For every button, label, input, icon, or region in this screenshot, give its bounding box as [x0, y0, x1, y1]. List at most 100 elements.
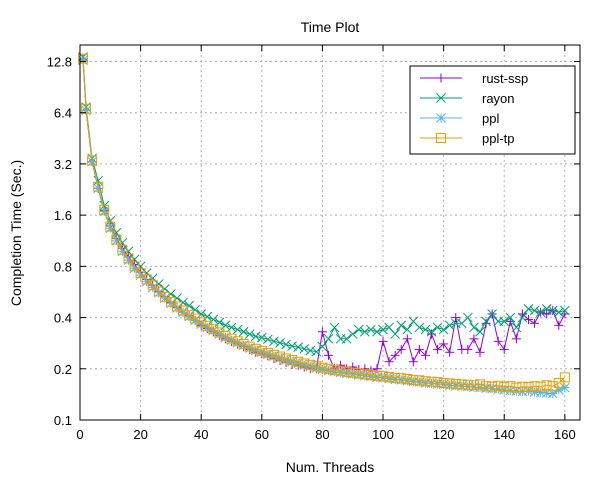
data-point-ppl-tp: [450, 378, 461, 389]
data-point-ppl-tp: [475, 379, 485, 390]
data-point-ppl-tp: [78, 53, 89, 64]
legend-marker: [436, 73, 446, 83]
data-point-ppl-tp: [184, 309, 195, 320]
data-point-rust-ssp: [427, 329, 437, 339]
marker-stroke: [426, 376, 437, 387]
marker-stroke: [396, 373, 407, 384]
data-point-rayon: [202, 311, 213, 322]
data-point-rayon: [559, 305, 570, 316]
data-point-rayon: [432, 322, 443, 333]
marker-stroke: [250, 343, 261, 354]
marker-stroke: [541, 380, 552, 391]
data-point-ppl-tp: [311, 361, 322, 372]
data-point-ppl-tp: [287, 355, 298, 366]
marker-stroke: [402, 374, 413, 385]
marker-stroke: [559, 372, 570, 383]
marker-stroke: [202, 311, 213, 322]
marker-stroke: [244, 341, 255, 352]
data-point-ppl-tp: [123, 253, 134, 264]
data-point-ppl-tp: [456, 379, 467, 390]
marker-stroke: [390, 372, 401, 383]
marker-stroke: [547, 305, 558, 316]
x-tick-label: 140: [493, 427, 515, 442]
marker-stroke: [93, 175, 104, 186]
marker-stroke: [226, 322, 237, 333]
data-point-rayon: [293, 342, 304, 353]
marker-stroke: [323, 363, 334, 374]
legend-item-rust-ssp: rust-ssp: [420, 71, 528, 86]
data-point-ppl: [147, 282, 158, 293]
data-point-rayon: [359, 326, 370, 337]
data-point-rayon: [553, 307, 564, 318]
marker-stroke: [208, 324, 219, 335]
data-point-rayon: [396, 320, 407, 331]
marker-stroke: [436, 113, 446, 123]
data-point-ppl-tp: [438, 377, 449, 388]
marker-stroke: [93, 181, 104, 192]
data-point-ppl-tp: [517, 381, 528, 392]
marker-stroke: [256, 345, 267, 356]
data-point-rayon: [323, 333, 334, 344]
axes: 0 20 40 60 80 100 120 140 160 0.1 0.2 0.4 0.8 1.6 3.2 6…: [47, 45, 580, 442]
marker-stroke: [559, 382, 570, 393]
data-point-ppl-tp: [93, 181, 104, 192]
data-point-rayon: [420, 324, 431, 335]
marker-stroke: [208, 314, 219, 325]
marker-stroke: [341, 366, 352, 377]
marker-stroke: [317, 362, 328, 373]
data-point-rust-ssp: [481, 318, 491, 328]
marker-stroke: [159, 291, 170, 302]
data-point-ppl-tp: [329, 364, 340, 375]
data-point-ppl-tp: [390, 372, 401, 383]
legend-marker: [436, 133, 446, 143]
data-point-rayon: [529, 305, 540, 316]
data-point-ppl-tp: [281, 353, 292, 364]
x-tick-label: 160: [554, 427, 576, 442]
marker-stroke: [78, 53, 89, 64]
marker-stroke: [402, 324, 413, 335]
data-point-rayon: [263, 334, 273, 345]
marker-stroke: [190, 304, 201, 315]
data-point-rayon: [541, 304, 552, 314]
marker-stroke: [438, 377, 449, 388]
marker-stroke: [359, 326, 370, 337]
data-point-ppl-tp: [468, 380, 479, 391]
marker-stroke: [475, 379, 485, 390]
data-point-ppl-tp: [426, 376, 437, 387]
data-point-rayon: [372, 326, 382, 337]
marker-stroke: [436, 133, 446, 143]
data-point-rust-ssp: [451, 313, 461, 323]
x-tick-label: 60: [255, 427, 269, 442]
data-point-ppl-tp: [238, 338, 249, 349]
marker-stroke: [523, 304, 534, 314]
data-point-ppl-tp: [305, 359, 316, 370]
marker-stroke: [123, 253, 134, 264]
legend-item-rayon: rayon: [420, 91, 515, 106]
data-point-rayon: [317, 341, 328, 352]
data-point-ppl-tp: [493, 380, 504, 391]
marker-stroke: [541, 304, 552, 314]
data-point-rayon: [487, 309, 497, 319]
plot-frame: [79, 44, 581, 421]
marker-stroke: [87, 155, 98, 166]
data-point-rust-ssp: [469, 334, 479, 344]
data-point-ppl-tp: [299, 358, 310, 369]
data-point-ppl-tp: [462, 379, 473, 390]
data-point-rayon: [499, 316, 510, 327]
data-point-ppl-tp: [384, 371, 395, 382]
data-point-ppl-tp: [129, 261, 140, 272]
marker-stroke: [317, 341, 328, 352]
data-point-rayon: [414, 322, 425, 333]
data-point-ppl-tp: [159, 291, 170, 302]
data-point-ppl-tp: [135, 268, 146, 279]
data-point-ppl-tp: [202, 320, 213, 331]
data-point-ppl-tp: [293, 356, 304, 367]
legend-label: ppl: [482, 111, 499, 126]
marker-stroke: [184, 309, 195, 320]
marker-stroke: [420, 324, 431, 335]
marker-stroke: [553, 377, 564, 388]
data-point-ppl-tp: [481, 381, 492, 392]
data-point-rayon: [402, 324, 413, 335]
data-point-ppl-tp: [347, 367, 358, 378]
marker-stroke: [523, 382, 534, 393]
